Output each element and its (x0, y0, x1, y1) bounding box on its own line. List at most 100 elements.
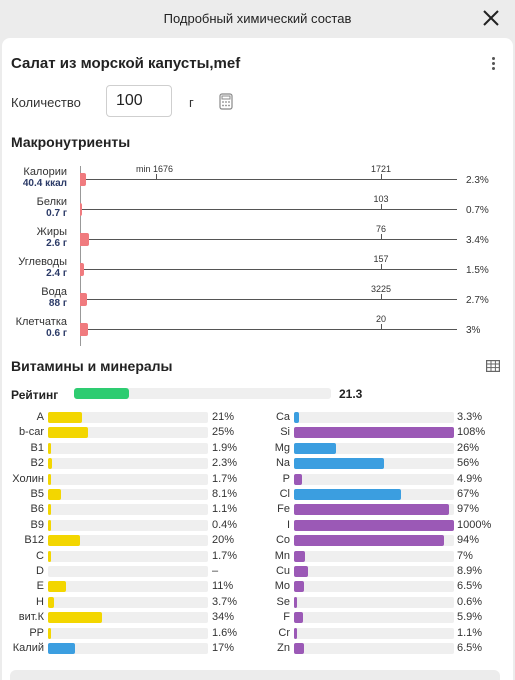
nutrient-name: Na (275, 457, 290, 470)
nutrient-bar (48, 504, 208, 516)
nutrient-name: Co (275, 534, 290, 547)
nutrient-bar-fill (294, 458, 384, 470)
nutrient-name: Калий (12, 642, 44, 654)
target-label: 3225 (370, 284, 392, 294)
nutrient-bar-fill (48, 643, 75, 654)
nutrient-percent: 2.3% (212, 457, 238, 470)
nutrient-bar-fill (294, 627, 297, 639)
nutrient-bar-fill (48, 535, 80, 547)
nutrient-bar (294, 489, 454, 500)
rating-bar-fill (74, 388, 129, 399)
calculator-icon[interactable] (219, 93, 233, 110)
footer-strip (10, 670, 500, 680)
nutrient-bar (294, 412, 454, 423)
nutrient-bar-fill (48, 504, 51, 516)
nutrient-bar-fill (294, 612, 303, 624)
nutrient-name: Cr (278, 626, 290, 639)
vitamins-section-title: Витамины и минералы (11, 358, 173, 374)
macro-value: 40.4 ккал (22, 178, 67, 189)
nutrient-bar (48, 627, 208, 639)
nutrient-bar-fill (48, 458, 52, 470)
macro-name: Калории (23, 166, 67, 178)
nutrient-bar (294, 566, 454, 577)
nutrient-bar (48, 535, 208, 547)
macro-percent: 1.5% (466, 265, 489, 276)
nutrient-bar (48, 519, 208, 531)
close-icon[interactable] (480, 7, 502, 29)
nutrient-percent: 20% (212, 534, 235, 547)
dialog-title: Подробный химический состав (163, 11, 352, 26)
nutrient-percent: 108% (457, 426, 486, 439)
nutrient-bar-fill (48, 412, 82, 423)
nutrient-name: E (36, 580, 44, 593)
min-label: min 1676 (136, 164, 174, 174)
macro-value: 2.6 г (46, 238, 67, 249)
nutrient-name: Zn (277, 642, 290, 654)
nutrient-name: Cu (275, 565, 290, 577)
nutrient-percent: 1.6% (212, 626, 238, 639)
nutrient-name: вит.К (18, 611, 44, 624)
nutrient-name: Mo (274, 580, 290, 593)
macro-bar (80, 233, 89, 246)
nutrient-name: b-car (18, 426, 44, 439)
macro-value: 0.6 г (46, 328, 67, 339)
nutrient-percent: 56% (457, 457, 480, 470)
nutrient-bar (48, 412, 208, 423)
nutrient-name: P (282, 472, 290, 485)
nutrient-percent: 3.3% (457, 411, 483, 423)
target-tick (381, 204, 382, 209)
nutrient-name: Si (280, 426, 290, 439)
nutrient-bar (48, 596, 208, 608)
macro-line (80, 209, 457, 210)
macro-line (80, 299, 457, 300)
nutrient-name: PP (29, 626, 44, 639)
nutrient-bar-fill (294, 643, 304, 654)
nutrient-name: A (36, 411, 44, 423)
nutrient-bar (48, 612, 208, 624)
nutrient-name: H (36, 595, 44, 608)
nutrient-bar-fill (294, 566, 308, 577)
macro-name: Жиры (36, 226, 67, 238)
nutrient-name: B1 (30, 441, 44, 454)
macro-bar (80, 263, 84, 276)
rating-value: 21.3 (339, 387, 363, 401)
nutrient-percent: 8.1% (212, 488, 238, 500)
macro-bar (80, 323, 88, 336)
nutrient-bar-fill (48, 519, 51, 531)
nutrient-name: B6 (30, 503, 44, 516)
nutrient-name: Cl (279, 488, 290, 500)
macro-percent: 2.7% (466, 295, 489, 306)
nutrient-name: Mg (274, 441, 290, 454)
quantity-unit: г (189, 95, 194, 110)
nutrient-name: C (36, 549, 44, 562)
nutrient-bar-fill (294, 427, 454, 439)
more-menu-icon[interactable] (488, 55, 498, 73)
nutrient-bar-fill (48, 596, 54, 608)
nutrient-bar (294, 643, 454, 654)
target-label: 76 (375, 224, 386, 234)
target-label: 1721 (370, 164, 392, 174)
nutrient-bar-fill (294, 581, 304, 593)
target-label: 20 (375, 314, 386, 324)
nutrient-bar-fill (48, 627, 51, 639)
macro-name: Клетчатка (15, 316, 67, 328)
quantity-input[interactable] (106, 85, 172, 117)
nutrient-percent: 67% (457, 488, 480, 500)
nutrient-percent: 4.9% (457, 472, 483, 485)
table-icon[interactable] (486, 360, 500, 372)
macro-name: Углеводы (18, 256, 67, 268)
nutrient-percent: 6.5% (457, 580, 483, 593)
nutrient-percent: 1.7% (212, 472, 238, 485)
nutrient-bar (294, 427, 454, 439)
nutrient-percent: 11% (212, 580, 234, 593)
macro-bar (80, 293, 87, 306)
nutrient-percent: 7% (457, 549, 473, 562)
nutrient-bar (294, 442, 454, 454)
nutrient-percent: 0.6% (457, 595, 483, 608)
macro-bar (80, 203, 82, 216)
nutrient-percent: 97% (457, 503, 480, 516)
nutrient-bar (48, 550, 208, 562)
nutrient-bar (48, 489, 208, 500)
nutrient-name: I (286, 518, 290, 531)
nutrient-name: B12 (24, 534, 44, 547)
